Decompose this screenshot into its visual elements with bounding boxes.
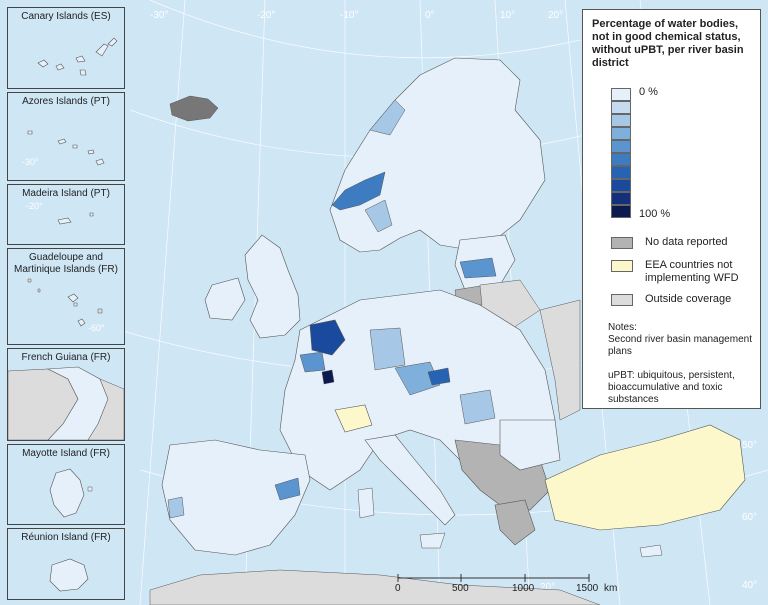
inset-title: Mayotte Island (FR) (22, 448, 110, 459)
ireland (204, 277, 246, 321)
great-britain (244, 234, 301, 339)
legend-swatch-outside (611, 294, 633, 306)
legend-ramp-step (611, 179, 631, 192)
inset-title: French Guiana (FR) (21, 352, 111, 363)
inset-map: -60° (27, 278, 105, 333)
legend-ramp-step (611, 153, 631, 166)
inset-reunion-island: Réunion Island (FR) (7, 528, 125, 600)
legend: Percentage of water bodies, not in good … (582, 9, 761, 409)
inset-map: -20° (26, 201, 94, 225)
scale-bar: 0 500 1000 1500 km (395, 574, 617, 594)
inset-madeira-island: Madeira Island (PT) -20° (7, 184, 125, 245)
svg-text:-10°: -10° (340, 10, 358, 21)
legend-ramp-step (611, 101, 631, 114)
cyprus (639, 544, 663, 558)
scale-tick-500: 500 (452, 583, 469, 594)
legend-ramp-step (611, 192, 631, 205)
inset-map: -30° (22, 130, 105, 167)
notes-text: Second river basin management plans (608, 334, 752, 357)
turkey (544, 424, 746, 531)
legend-ramp-step (611, 205, 631, 218)
svg-text:10°: 10° (500, 10, 515, 21)
czech-district (394, 361, 441, 396)
greece (494, 499, 536, 546)
sicily (419, 532, 446, 549)
italy (364, 434, 456, 526)
luxembourg-district (321, 369, 335, 385)
inset-title: Azores Islands (PT) (22, 96, 110, 107)
inset-title: Canary Islands (ES) (21, 11, 111, 22)
belgium (299, 351, 326, 373)
scale-tick-1500: 1500 (576, 583, 599, 594)
eastern-outside (539, 299, 581, 421)
legend-label-outside: Outside coverage (645, 293, 732, 305)
legend-label-no-data: No data reported (645, 236, 728, 248)
switzerland (334, 404, 373, 433)
svg-text:40°: 40° (742, 580, 757, 591)
bulgaria-romania (499, 419, 561, 471)
inset-french-guiana: French Guiana (FR) (7, 348, 125, 441)
graticule-labels: -30° -20° -10° 0° 10° 20° 20° 40° 50° 60… (150, 10, 757, 593)
spain-east-district (274, 477, 301, 501)
svg-text:20°: 20° (540, 582, 555, 593)
inset-coord: -30° (22, 157, 39, 167)
inset-title: Guadeloupe and Martinique Islands (FR) (14, 252, 118, 275)
inset-azores-islands: Azores Islands (PT) -30° (7, 92, 125, 181)
scale-tick-0: 0 (395, 583, 401, 594)
legend-label-non-wfd: EEA countries not implementing WFD (645, 259, 739, 284)
legend-ramp-min: 0 % (639, 86, 658, 98)
inset-map (37, 37, 118, 76)
legend-title: Percentage of water bodies, not in good … (592, 18, 744, 69)
legend-ramp-max: 100 % (639, 208, 671, 220)
inset-title: Réunion Island (FR) (21, 532, 111, 543)
scale-unit: km (604, 583, 617, 594)
legend-swatch-non-wfd (611, 260, 633, 272)
inset-canary-islands: Canary Islands (ES) (7, 7, 125, 89)
inset-coord: -20° (26, 201, 43, 211)
portugal-district (167, 496, 185, 519)
scale-tick-1000: 1000 (512, 583, 535, 594)
sweden-district (364, 199, 393, 233)
inset-coord: -60° (88, 323, 105, 333)
inset-map (8, 366, 124, 440)
hungary-district (459, 389, 496, 425)
legend-ramp-step (611, 88, 631, 101)
sardinia (357, 487, 375, 519)
upbt-note: uPBT: ubiquitous, persistent, bioaccumul… (608, 370, 735, 405)
inset-mayotte-island: Mayotte Island (FR) (7, 444, 125, 525)
slovakia-district (427, 367, 451, 386)
norway-dark-district (331, 171, 386, 211)
iceland (169, 95, 219, 122)
netherlands (309, 319, 346, 356)
legend-ramp-step (611, 127, 631, 140)
svg-text:50°: 50° (742, 440, 757, 451)
iberian-peninsula (161, 439, 311, 556)
inset-title: Madeira Island (PT) (22, 188, 110, 199)
svg-text:-30°: -30° (150, 10, 168, 21)
svg-text:20°: 20° (548, 10, 563, 21)
germany-district (369, 327, 406, 371)
svg-text:60°: 60° (742, 512, 757, 523)
legend-ramp-step (611, 166, 631, 179)
norway-coast-district (369, 99, 406, 136)
legend-ramp-step (611, 114, 631, 127)
inset-map (49, 468, 93, 518)
legend-ramp-step (611, 140, 631, 153)
svg-text:-20°: -20° (257, 10, 275, 21)
inset-map (49, 558, 89, 592)
latvia-district (459, 257, 497, 279)
svg-text:0°: 0° (425, 10, 435, 21)
legend-swatch-no-data (611, 237, 633, 249)
north-africa (149, 569, 601, 605)
inset-guadeloupe-martinique: Guadeloupe and Martinique Islands (FR) -… (7, 248, 125, 345)
notes-heading: Notes: (608, 322, 637, 333)
